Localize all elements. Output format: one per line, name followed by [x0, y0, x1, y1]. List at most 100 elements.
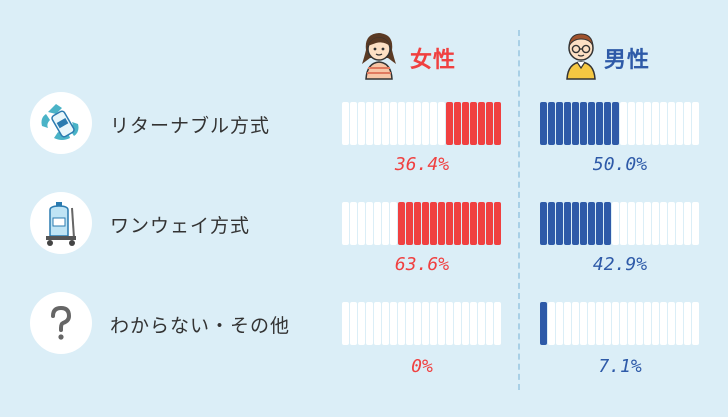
bar-male-unknown-segment — [628, 302, 635, 345]
bar-male-unknown — [540, 302, 699, 345]
bar-female-unknown-segment — [414, 302, 421, 345]
bar-male-returnable — [540, 102, 699, 145]
bar-female-returnable-segment — [414, 102, 421, 145]
bar-male-returnable-segment — [676, 102, 683, 145]
jug-icon-circle — [30, 192, 92, 254]
bar-female-unknown-segment — [422, 302, 429, 345]
bar-male-unknown-segment — [644, 302, 651, 345]
pct-female-oneway: 63.6% — [394, 254, 450, 275]
bar-female-oneway — [342, 202, 501, 245]
male-header: 男性 — [560, 28, 680, 84]
bar-male-returnable-segment — [556, 102, 563, 145]
bar-male-oneway-segment — [612, 202, 619, 245]
female-label: 女性 — [410, 48, 457, 73]
bar-male-unknown-segment — [556, 302, 563, 345]
bar-male-oneway-segment — [660, 202, 667, 245]
pct-male-returnable: 50.0% — [592, 154, 648, 175]
bar-female-oneway-segment — [494, 202, 501, 245]
bar-male-oneway-segment — [580, 202, 587, 245]
bar-female-unknown-segment — [470, 302, 477, 345]
bar-female-returnable-segment — [454, 102, 461, 145]
bar-female-returnable-segment — [494, 102, 501, 145]
bar-female-unknown-segment — [478, 302, 485, 345]
bar-female-oneway-segment — [342, 202, 349, 245]
column-divider — [518, 30, 520, 390]
bar-female-unknown-segment — [406, 302, 413, 345]
bar-female-unknown-segment — [438, 302, 445, 345]
bar-male-oneway — [540, 202, 699, 245]
bar-male-oneway-segment — [556, 202, 563, 245]
female-avatar-icon — [362, 33, 396, 80]
bar-female-returnable-segment — [486, 102, 493, 145]
bar-male-returnable-segment — [644, 102, 651, 145]
bar-male-unknown-segment — [668, 302, 675, 345]
bar-male-oneway-segment — [548, 202, 555, 245]
bar-female-oneway-segment — [486, 202, 493, 245]
bar-male-returnable-segment — [540, 102, 547, 145]
bar-male-unknown-segment — [676, 302, 683, 345]
bar-female-oneway-segment — [358, 202, 365, 245]
bar-male-returnable-segment — [668, 102, 675, 145]
bar-female-oneway-segment — [366, 202, 373, 245]
bar-male-oneway-segment — [636, 202, 643, 245]
bar-male-returnable-segment — [604, 102, 611, 145]
male-avatar-icon — [566, 33, 596, 80]
bar-male-unknown-segment — [588, 302, 595, 345]
bar-female-returnable — [342, 102, 501, 145]
bar-female-unknown-segment — [430, 302, 437, 345]
bar-male-oneway-segment — [596, 202, 603, 245]
bar-female-oneway-segment — [398, 202, 405, 245]
bar-male-returnable-segment — [652, 102, 659, 145]
bar-female-oneway-segment — [406, 202, 413, 245]
bar-female-oneway-segment — [414, 202, 421, 245]
bar-female-unknown-segment — [382, 302, 389, 345]
bar-male-oneway-segment — [668, 202, 675, 245]
bar-female-returnable-segment — [462, 102, 469, 145]
bar-female-returnable-segment — [430, 102, 437, 145]
bar-male-unknown-segment — [572, 302, 579, 345]
bar-female-oneway-segment — [438, 202, 445, 245]
bar-female-unknown-segment — [446, 302, 453, 345]
bar-male-returnable-segment — [628, 102, 635, 145]
bar-female-unknown — [342, 302, 501, 345]
female-header: 女性 — [358, 28, 478, 84]
bar-female-returnable-segment — [438, 102, 445, 145]
bar-male-returnable-segment — [588, 102, 595, 145]
question-icon-circle — [30, 292, 92, 354]
bar-female-unknown-segment — [398, 302, 405, 345]
bar-male-oneway-segment — [692, 202, 699, 245]
bar-female-unknown-segment — [374, 302, 381, 345]
bar-female-returnable-segment — [470, 102, 477, 145]
bar-male-unknown-segment — [612, 302, 619, 345]
bar-male-oneway-segment — [604, 202, 611, 245]
bar-male-unknown-segment — [564, 302, 571, 345]
bar-female-oneway-segment — [390, 202, 397, 245]
bar-female-unknown-segment — [494, 302, 501, 345]
bar-male-unknown-segment — [636, 302, 643, 345]
bar-male-unknown-segment — [620, 302, 627, 345]
bar-male-returnable-segment — [620, 102, 627, 145]
bar-female-unknown-segment — [366, 302, 373, 345]
bar-male-oneway-segment — [540, 202, 547, 245]
pct-male-unknown: 7.1% — [598, 356, 642, 377]
bar-female-returnable-segment — [406, 102, 413, 145]
bar-male-returnable-segment — [548, 102, 555, 145]
bar-male-returnable-segment — [660, 102, 667, 145]
pct-male-oneway: 42.9% — [592, 254, 648, 275]
bar-male-returnable-segment — [692, 102, 699, 145]
bar-male-returnable-segment — [612, 102, 619, 145]
bar-male-unknown-segment — [548, 302, 555, 345]
bar-female-oneway-segment — [462, 202, 469, 245]
bar-female-unknown-segment — [390, 302, 397, 345]
bar-female-returnable-segment — [478, 102, 485, 145]
bar-female-returnable-segment — [398, 102, 405, 145]
bar-male-unknown-segment — [652, 302, 659, 345]
bar-male-oneway-segment — [588, 202, 595, 245]
recycle-bottle-icon — [41, 104, 79, 140]
bar-male-unknown-segment — [596, 302, 603, 345]
male-label: 男性 — [604, 48, 651, 73]
bar-female-oneway-segment — [446, 202, 453, 245]
bar-male-oneway-segment — [572, 202, 579, 245]
bar-male-returnable-segment — [564, 102, 571, 145]
bar-female-unknown-segment — [342, 302, 349, 345]
